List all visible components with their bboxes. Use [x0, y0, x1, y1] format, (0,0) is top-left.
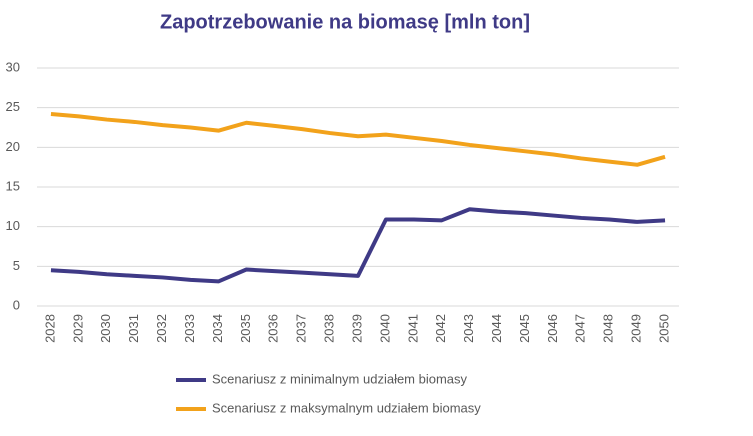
- x-tick-label: 2036: [266, 314, 281, 343]
- x-tick-label: 2028: [42, 314, 57, 343]
- series-line: [50, 112, 666, 167]
- x-tick-label: 2033: [182, 314, 197, 343]
- legend-label: Scenariusz z minimalnym udziałem biomasy: [212, 371, 468, 386]
- y-tick-label: 30: [6, 59, 20, 74]
- y-tick-label: 15: [6, 178, 20, 193]
- x-tick-label: 2032: [154, 314, 169, 343]
- x-tick-label: 2050: [656, 314, 671, 343]
- x-tick-label: 2037: [294, 314, 309, 343]
- x-tick-label: 2047: [573, 314, 588, 343]
- x-tick-label: 2040: [377, 314, 392, 343]
- y-tick-label: 20: [6, 139, 20, 154]
- x-tick-label: 2042: [433, 314, 448, 343]
- x-tick-label: 2044: [489, 314, 504, 343]
- legend-label: Scenariusz z maksymalnym udziałem biomas…: [212, 400, 481, 415]
- y-tick-label: 10: [6, 218, 20, 233]
- x-tick-label: 2046: [545, 314, 560, 343]
- x-tick-label: 2043: [461, 314, 476, 343]
- x-tick-label: 2030: [98, 314, 113, 343]
- x-tick-label: 2031: [126, 314, 141, 343]
- y-tick-label: 5: [13, 258, 20, 273]
- x-tick-label: 2038: [322, 314, 337, 343]
- x-tick-label: 2041: [405, 314, 420, 343]
- x-tick-label: 2045: [517, 314, 532, 343]
- x-tick-label: 2034: [210, 314, 225, 343]
- y-tick-label: 0: [13, 297, 20, 312]
- chart-title: Zapotrzebowanie na biomasę [mln ton]: [160, 11, 530, 33]
- series-line: [50, 207, 666, 284]
- x-tick-label: 2029: [70, 314, 85, 343]
- y-tick-label: 25: [6, 99, 20, 114]
- x-tick-label: 2039: [349, 314, 364, 343]
- x-tick-label: 2048: [601, 314, 616, 343]
- x-tick-label: 2049: [629, 314, 644, 343]
- x-tick-label: 2035: [238, 314, 253, 343]
